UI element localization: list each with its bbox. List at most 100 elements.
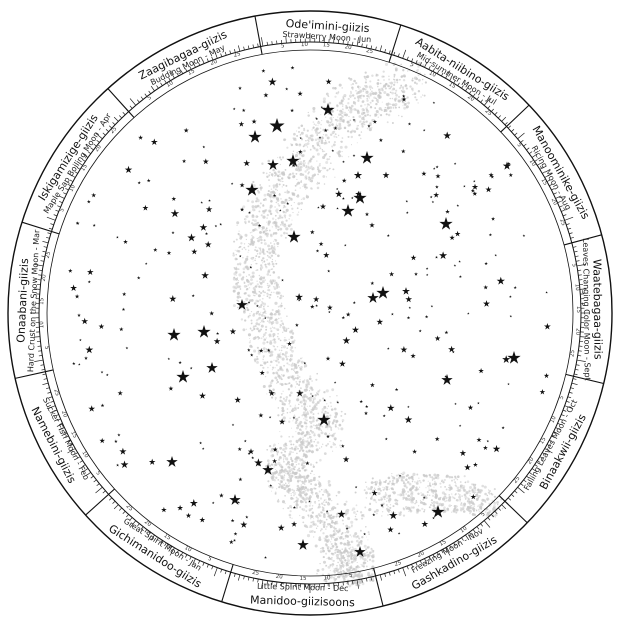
milky-way-speck [473,513,476,516]
milky-way-speck [343,550,346,552]
day-tick [82,159,86,162]
milky-way-speck [243,243,246,245]
star [238,121,245,127]
milky-way-speck [262,307,266,311]
milky-way-speck [362,121,365,123]
day-number: 25 [365,48,374,56]
milky-way-speck [341,108,344,111]
milky-way-speck [453,504,456,508]
milky-way-speck [294,414,296,416]
milky-way-speck [293,367,295,370]
star [87,280,91,284]
milky-way-speck [293,447,297,451]
milky-way-speck [288,394,292,397]
day-tick [224,570,227,575]
milky-way-speck [365,481,367,484]
milky-way-speck [310,165,313,168]
milky-way-speck [285,463,288,466]
milky-way-speck [304,162,306,164]
milky-way-speck [347,517,351,520]
milky-way-speck [339,564,341,566]
milky-way-speck [329,575,333,579]
milky-way-speck [287,388,291,391]
milky-way-speck [394,512,396,514]
milky-way-speck [302,486,304,488]
milky-way-speck [383,487,386,490]
milky-way-speck [418,78,421,82]
milky-way-speck [391,479,394,482]
milky-way-speck [271,308,274,312]
star [543,372,550,379]
milky-way-speck [342,537,345,540]
milky-way-speck [295,139,297,141]
day-number: 15 [447,81,457,90]
day-tick [42,373,47,376]
star [472,462,478,467]
milky-way-speck [377,79,380,82]
star [202,158,209,165]
star [378,138,383,142]
milky-way-speck [260,214,263,217]
milky-way-speck [375,74,378,77]
milky-way-speck [242,328,246,332]
milky-way-speck [350,573,353,576]
day-tick [520,139,524,143]
day-tick [46,216,56,221]
star [119,327,124,332]
milky-way-speck [391,91,394,95]
star [216,331,220,335]
milky-way-speck [353,511,356,514]
milky-way-speck [286,190,290,194]
day-tick [361,43,363,48]
milky-way-speck [259,281,261,283]
star [199,392,206,399]
milky-way-speck [488,502,490,504]
milky-way-speck [271,246,275,250]
milky-way-speck [250,241,254,244]
milky-way-speck [239,288,242,290]
milky-way-speck [389,106,393,110]
day-tick [55,414,59,417]
milky-way-speck [305,139,307,142]
day-number: 15 [299,576,307,582]
milky-way-speck [492,505,496,509]
milky-way-speck [320,123,322,126]
milky-way-speck [371,495,373,497]
milky-way-speck [326,120,330,124]
milky-way-speck [235,274,237,277]
milky-way-speck [453,497,456,500]
star [178,360,182,365]
day-tick [55,209,59,212]
milky-way-speck [279,464,281,466]
star [185,512,192,518]
milky-way-speck [305,425,308,428]
milky-way-speck [339,145,343,149]
milky-way-speck [369,492,372,495]
milky-way-speck [474,483,477,486]
star [295,323,299,327]
milky-way-speck [353,580,356,584]
milky-way-speck [260,314,264,317]
star [539,388,546,395]
milky-way-speck [347,564,349,567]
day-number: 20 [94,144,103,154]
milky-way-speck [327,501,329,504]
milky-way-speck [271,380,273,382]
milky-way-speck [281,409,285,413]
day-tick [156,85,159,89]
day-tick [384,573,386,577]
milky-way-speck [440,496,442,499]
milky-way-speck [307,139,309,142]
milky-way-speck [326,403,328,405]
milky-way-speck [309,445,312,448]
star [509,314,513,318]
milky-way-speck [386,121,389,124]
milky-way-speck [361,125,364,128]
milky-way-speck [344,559,347,561]
milky-way-speck [295,461,298,463]
milky-way-speck [352,559,356,563]
milky-way-speck [253,327,256,331]
star [123,239,128,244]
milky-way-speck [282,374,285,377]
milky-way-speck [306,379,309,382]
